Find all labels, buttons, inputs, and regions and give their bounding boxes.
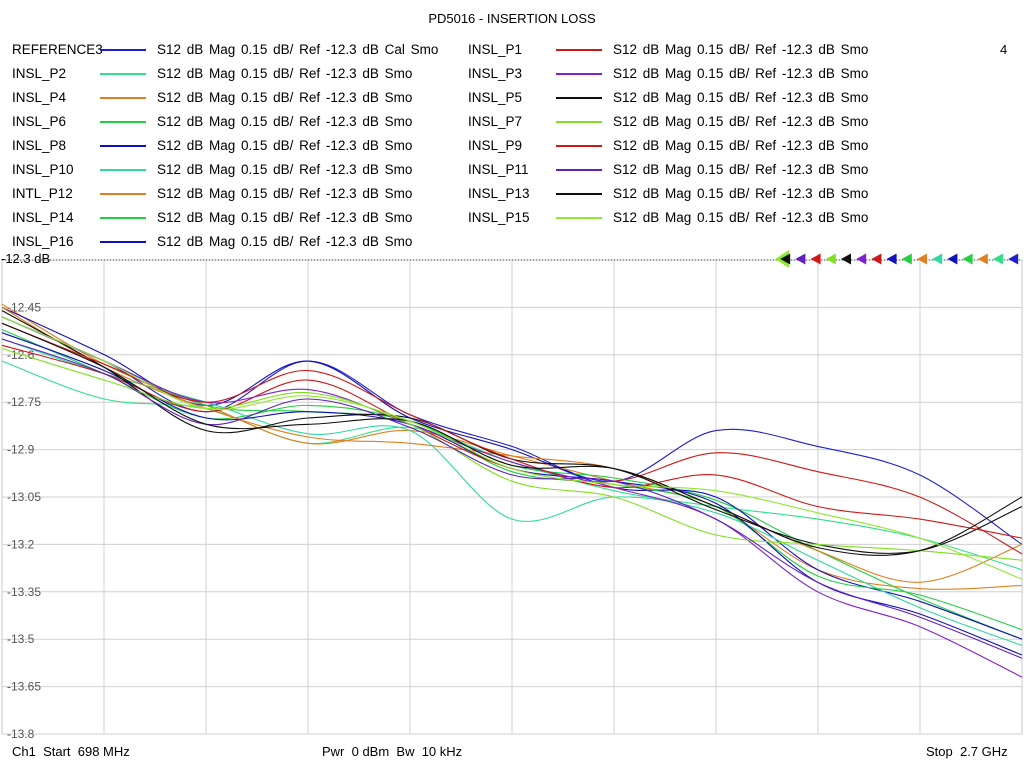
reference-marker-icon	[1008, 253, 1019, 265]
legend-trace-description: S12 dB Mag 0.15 dB/ Ref -12.3 dB Smo	[157, 162, 413, 177]
reference-marker-icon	[841, 253, 851, 265]
series-line-insl-p14	[1, 316, 1023, 631]
series-line-insl-p3	[1, 316, 1023, 678]
y-tick-label: -12.9	[7, 443, 35, 457]
legend-color-swatch	[556, 97, 602, 99]
chart-title: PD5016 - INSERTION LOSS	[428, 11, 596, 26]
legend-color-swatch	[556, 193, 602, 195]
legend-trace-name: INSL_P10	[12, 162, 74, 177]
footer-power-bandwidth: Pwr 0 dBm Bw 10 kHz	[322, 744, 463, 759]
reference-marker-icon	[932, 253, 943, 265]
legend-trace-description: S12 dB Mag 0.15 dB/ Ref -12.3 dB Smo	[613, 210, 869, 225]
legend-trace-name: INSL_P9	[468, 138, 523, 153]
legend-trace-name: INSL_P8	[12, 138, 67, 153]
legend-trace-name: INSL_P3	[468, 66, 523, 81]
legend-color-swatch	[556, 217, 602, 219]
reference-marker-icon	[886, 253, 897, 265]
legend-trace-name: INSL_P11	[468, 162, 529, 177]
legend-trace-description: S12 dB Mag 0.15 dB/ Ref -12.3 dB Smo	[157, 114, 413, 129]
y-tick-label: -13.65	[7, 680, 41, 694]
legend-color-swatch	[100, 121, 146, 123]
reference-marker-icon	[810, 253, 821, 265]
legend-color-swatch	[100, 217, 146, 219]
legend-trace-description: S12 dB Mag 0.15 dB/ Ref -12.3 dB Smo	[157, 186, 413, 201]
reference-label: -12.3 dB	[1, 251, 51, 266]
legend-color-swatch	[100, 97, 146, 99]
legend-trace-description: S12 dB Mag 0.15 dB/ Ref -12.3 dB Smo	[157, 138, 413, 153]
legend-color-swatch	[100, 73, 146, 75]
plot-area: -12.45-12.6-12.75-12.9-13.05-13.2-13.35-…	[1, 250, 1023, 740]
legend-trace-name: INSL_P5	[468, 90, 523, 105]
reference-marker-icon	[993, 253, 1003, 265]
reference-marker-icon	[871, 253, 882, 265]
reference-marker-icon	[901, 253, 912, 265]
legend-color-swatch	[556, 73, 602, 75]
y-tick-label: -13.5	[7, 632, 35, 646]
reference-marker-icon	[795, 253, 806, 265]
reference-marker-icon	[917, 253, 927, 265]
legend-trace-description: S12 dB Mag 0.15 dB/ Ref -12.3 dB Cal Smo	[157, 42, 439, 57]
legend-trace-name: INSL_P14	[12, 210, 74, 225]
legend-color-swatch	[556, 121, 602, 123]
legend-trace-description: S12 dB Mag 0.15 dB/ Ref -12.3 dB Smo	[613, 90, 869, 105]
reference-marker-icon	[947, 253, 958, 265]
y-tick-label: -12.45	[7, 300, 41, 314]
legend-trace-name: INSL_P1	[468, 42, 523, 57]
y-tick-label: -13.05	[7, 490, 41, 504]
series-line-insl-p15	[1, 316, 1023, 580]
legend-trace-name: INTL_P12	[12, 186, 73, 201]
series-line-intl-p12	[1, 306, 1023, 583]
legend-trace-description: S12 dB Mag 0.15 dB/ Ref -12.3 dB Smo	[157, 90, 413, 105]
legend-trace-name: INSL_P15	[468, 210, 530, 225]
channel-number: 4	[1000, 42, 1008, 57]
legend-trace-description: S12 dB Mag 0.15 dB/ Ref -12.3 dB Smo	[157, 210, 413, 225]
reference-marker-icon	[856, 253, 867, 265]
legend-trace-name: INSL_P16	[12, 234, 74, 249]
legend-trace-description: S12 dB Mag 0.15 dB/ Ref -12.3 dB Smo	[613, 162, 869, 177]
reference-marker-icon	[977, 253, 988, 265]
legend-trace-name: REFERENCE3	[12, 42, 103, 57]
legend-color-swatch	[100, 145, 146, 147]
legend-color-swatch	[556, 49, 602, 51]
y-tick-label: -13.2	[7, 537, 35, 551]
legend-color-swatch	[556, 169, 602, 171]
legend-trace-description: S12 dB Mag 0.15 dB/ Ref -12.3 dB Smo	[613, 66, 869, 81]
series-line-insl-p11	[1, 338, 1023, 659]
legend-trace-name: INSL_P6	[12, 114, 67, 129]
legend-color-swatch	[556, 145, 602, 147]
legend-trace-description: S12 dB Mag 0.15 dB/ Ref -12.3 dB Smo	[613, 114, 869, 129]
legend-trace-description: S12 dB Mag 0.15 dB/ Ref -12.3 dB Smo	[157, 66, 413, 81]
legend-trace-name: INSL_P2	[12, 66, 67, 81]
legend-trace-description: S12 dB Mag 0.15 dB/ Ref -12.3 dB Smo	[613, 186, 869, 201]
legend-color-swatch	[100, 241, 146, 243]
series-line-reference3	[1, 316, 1023, 545]
legend-trace-name: INSL_P7	[468, 114, 523, 129]
legend-color-swatch	[100, 193, 146, 195]
legend-trace-description: S12 dB Mag 0.15 dB/ Ref -12.3 dB Smo	[613, 42, 869, 57]
series-line-insl-p7	[1, 347, 1023, 561]
legend-color-swatch	[100, 169, 146, 171]
reference-marker-icon	[825, 253, 836, 265]
reference-marker-icon	[962, 253, 973, 265]
series-line-insl-p9	[1, 322, 1023, 539]
y-tick-label: -13.35	[7, 585, 41, 599]
footer-stop-frequency: Stop 2.7 GHz	[926, 744, 1008, 759]
legend-trace-name: INSL_P4	[12, 90, 67, 105]
y-tick-label: -12.75	[7, 395, 41, 409]
legend-trace-name: INSL_P13	[468, 186, 530, 201]
series-line-insl-p13	[1, 322, 1023, 556]
legend-trace-description: S12 dB Mag 0.15 dB/ Ref -12.3 dB Smo	[157, 234, 413, 249]
footer-start-frequency: Ch1 Start 698 MHz	[12, 744, 130, 759]
legend-color-swatch	[100, 49, 146, 51]
y-tick-label: -13.8	[7, 727, 35, 740]
reference-marker-icon	[780, 253, 791, 265]
legend-trace-description: S12 dB Mag 0.15 dB/ Ref -12.3 dB Smo	[613, 138, 869, 153]
